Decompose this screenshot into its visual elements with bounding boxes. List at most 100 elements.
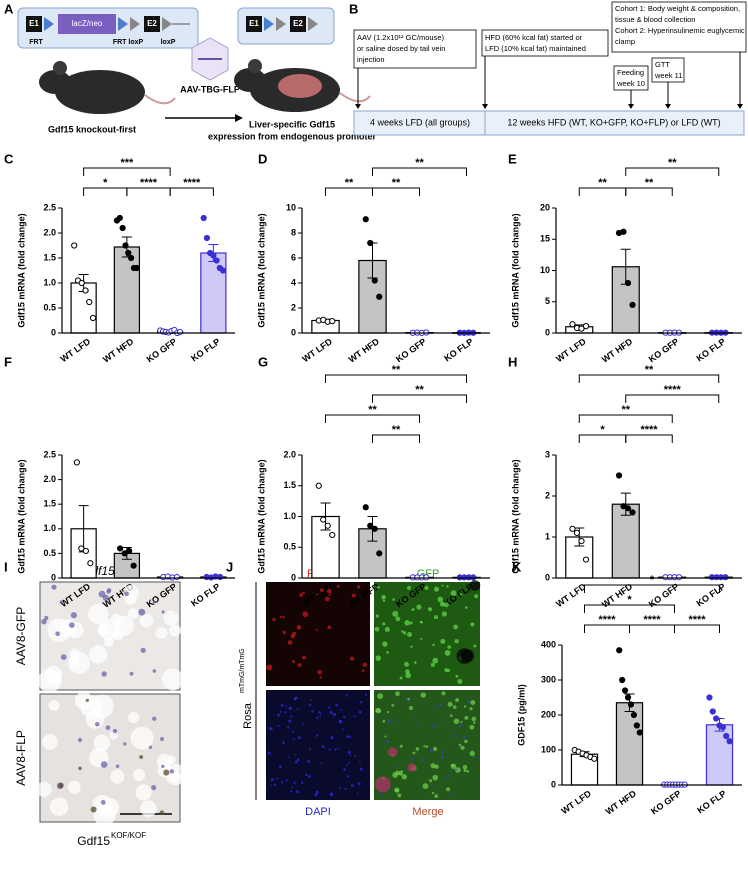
data-point [329, 318, 336, 325]
y-axis-label: Gdf15 mRNA (fold change) [16, 213, 26, 327]
texture [348, 735, 351, 739]
data-point [675, 574, 683, 581]
texture [124, 593, 137, 605]
texture [130, 726, 154, 750]
texture [395, 616, 401, 622]
texture [128, 711, 140, 724]
texture [138, 608, 146, 616]
texture [161, 764, 165, 769]
data-point [709, 708, 716, 715]
texture [447, 701, 453, 707]
x-tick-label: KO GFP [145, 336, 179, 364]
texture [280, 780, 284, 784]
texture [302, 611, 309, 618]
texture [44, 615, 49, 621]
data-point [706, 694, 713, 701]
texture [59, 619, 77, 637]
panel-a: A E1 lacZ/neo E2 FRT FRT loxP loxP Gdf15… [4, 1, 377, 141]
texture [293, 738, 295, 741]
texture [432, 643, 435, 647]
texture [353, 715, 356, 718]
texture [375, 655, 382, 661]
texture [51, 584, 57, 590]
panel-letter: H [508, 354, 517, 369]
texture [376, 712, 379, 714]
texture [47, 673, 60, 686]
data-point [616, 647, 623, 654]
x-tick-label: KO FLP [189, 581, 222, 608]
texture [268, 751, 271, 755]
texture [59, 600, 63, 604]
significance-bracket [83, 187, 128, 196]
texture [387, 747, 398, 757]
texture [302, 722, 305, 725]
texture [280, 703, 284, 707]
texture [152, 600, 156, 604]
texture [386, 740, 389, 743]
mouse-label: Liver-specific Gdf15 [249, 119, 335, 129]
texture [386, 650, 389, 654]
texture [421, 758, 424, 761]
texture [320, 762, 323, 765]
texture [290, 715, 293, 718]
texture [435, 706, 438, 709]
texture [405, 698, 409, 702]
texture [302, 655, 306, 660]
panel-letter: K [512, 559, 522, 574]
significance-label: * [627, 594, 632, 606]
texture [294, 696, 298, 700]
texture [338, 787, 341, 790]
texture [48, 699, 60, 711]
y-tick-label: 0.5 [43, 302, 56, 312]
data-point [573, 529, 581, 537]
texture [41, 619, 47, 625]
significance-bracket [578, 187, 627, 196]
texture [135, 784, 152, 801]
significance-label: ** [645, 364, 654, 376]
data-point [89, 314, 97, 322]
data-point [621, 687, 629, 694]
texture [339, 708, 342, 711]
significance-bracket [625, 434, 673, 443]
panel-j: J RFP GFP DAPI Merge Rosa mTmG/mTmG [226, 559, 480, 818]
texture [314, 793, 318, 797]
texture [375, 707, 381, 714]
exon [290, 16, 306, 32]
significance-bracket [372, 167, 467, 176]
texture [412, 751, 416, 755]
bar [113, 246, 141, 334]
y-tick-label: 2.0 [43, 474, 56, 484]
texture [167, 755, 176, 765]
texture [440, 751, 444, 754]
data-point [624, 505, 632, 512]
texture [279, 710, 282, 713]
event-text: or saline dosed by tail vein [357, 44, 445, 53]
significance-bracket [629, 624, 675, 633]
texture [454, 638, 459, 644]
exon-label: E1 [249, 19, 259, 28]
frt-site [44, 17, 54, 31]
texture [279, 615, 283, 619]
event-text: week 11 [654, 71, 682, 80]
data-point [116, 214, 123, 222]
data-point [217, 573, 224, 581]
texture [151, 785, 157, 791]
texture [364, 693, 367, 696]
data-point [723, 732, 730, 740]
texture [282, 741, 285, 744]
texture [434, 794, 439, 798]
texture [410, 757, 414, 761]
significance-bracket [372, 187, 420, 196]
texture [297, 736, 301, 740]
texture [320, 588, 324, 593]
loxp-site [308, 17, 318, 31]
texture [384, 735, 387, 738]
texture [100, 800, 106, 805]
y-tick-label: 0 [545, 572, 550, 582]
texture [284, 711, 287, 714]
texture [282, 630, 286, 634]
y-tick-label: 0.5 [43, 548, 56, 558]
data-point [578, 325, 585, 332]
y-tick-label: 10 [286, 202, 296, 212]
cassette [58, 14, 116, 34]
